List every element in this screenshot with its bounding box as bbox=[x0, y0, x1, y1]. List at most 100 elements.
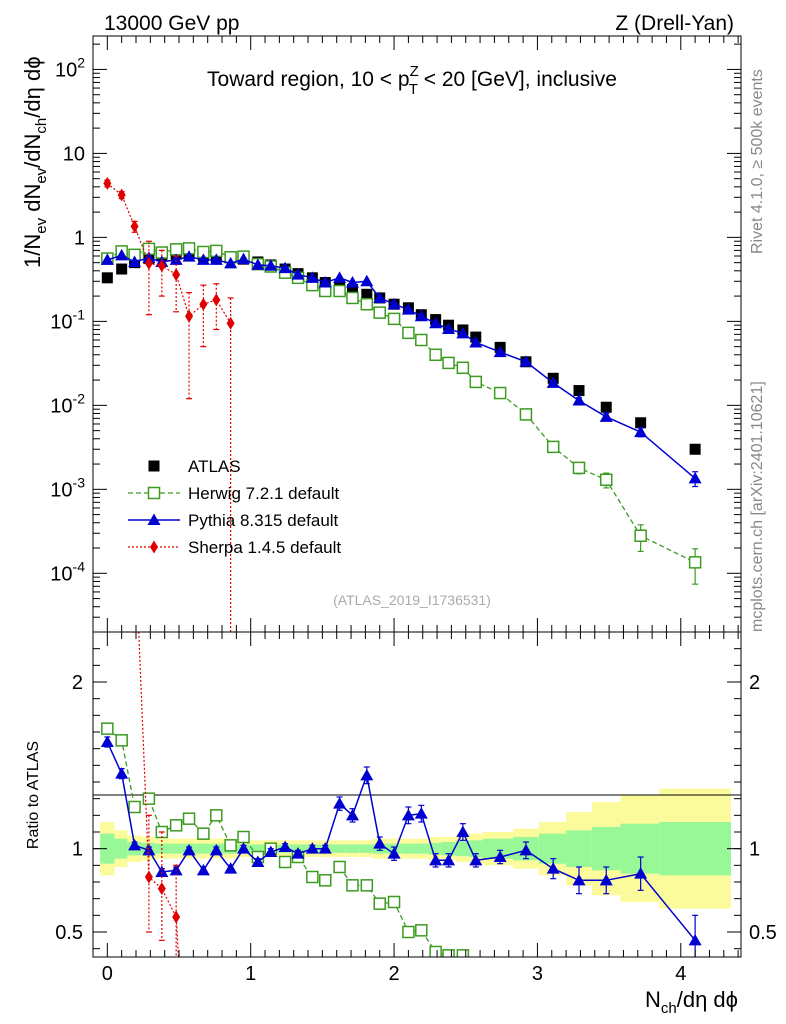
ratio-point-pythia bbox=[333, 797, 347, 809]
ratio-point-pythia bbox=[546, 862, 560, 874]
x-tick-label: 0 bbox=[102, 963, 113, 985]
main-point-sherpa bbox=[130, 219, 139, 233]
main-point-pythia bbox=[546, 376, 560, 388]
main-point-pythia bbox=[278, 261, 292, 274]
ratio-point-pythia bbox=[688, 933, 702, 946]
ratio-point-herwig bbox=[442, 949, 455, 957]
main-point-pythia bbox=[599, 410, 613, 422]
main-point-sherpa bbox=[117, 188, 126, 202]
ratio-point-pythia bbox=[429, 853, 443, 866]
ratio-point-pythia bbox=[519, 843, 533, 856]
main-point-herwig bbox=[169, 243, 183, 256]
ratio-band-green bbox=[359, 844, 373, 853]
main-point-pythia bbox=[572, 394, 586, 406]
title-post: < 20 [GeV], inclusive bbox=[418, 68, 617, 91]
main-point-herwig bbox=[519, 408, 533, 421]
main-point-herwig bbox=[333, 284, 346, 298]
main-point-atlas bbox=[689, 443, 701, 455]
ratio-line-sherpa bbox=[138, 632, 180, 957]
main-point-sherpa bbox=[226, 316, 235, 330]
ratio-point-pythia bbox=[456, 825, 470, 837]
ratio-point-pythia bbox=[572, 873, 586, 886]
main-point-pythia bbox=[373, 291, 387, 303]
main-y-axis-label: 1/Nev dNev/dNch/dη dϕ bbox=[20, 56, 50, 268]
ratio-point-herwig bbox=[429, 945, 442, 957]
ratio-point-pythia bbox=[196, 863, 210, 876]
main-axis-ticks: 102 10 1 10-1 10-2 10-3 10-4 bbox=[50, 36, 741, 633]
ratio-point-pythia bbox=[224, 862, 238, 874]
ratio-y-axis-label: Ratio to ATLAS bbox=[25, 741, 42, 849]
ratio-band-green bbox=[591, 827, 621, 871]
ratio-point-herwig bbox=[456, 949, 470, 957]
ratio-band-green bbox=[114, 838, 128, 859]
x-tick-label: 1 bbox=[245, 963, 256, 985]
ratio-point-herwig bbox=[128, 800, 141, 814]
legend-label-pythia: Pythia 8.315 default bbox=[188, 511, 339, 530]
ratio-point-herwig bbox=[306, 870, 319, 884]
ratio-point-pythia bbox=[209, 843, 223, 856]
main-point-sherpa bbox=[172, 268, 181, 282]
ratio-point-pythia bbox=[251, 855, 265, 867]
ratio-band-green bbox=[455, 841, 469, 857]
x-axis-label: Nch/dη dϕ bbox=[645, 987, 738, 1017]
ratio-point-pythia bbox=[387, 847, 401, 859]
main-point-pythia bbox=[333, 271, 347, 283]
main-point-herwig bbox=[634, 529, 647, 542]
ratio-band-green bbox=[168, 843, 182, 854]
main-point-pythia bbox=[442, 322, 456, 335]
main-series-sherpa bbox=[103, 176, 235, 632]
ratio-point-sherpa bbox=[131, 526, 139, 539]
main-point-herwig bbox=[360, 297, 374, 311]
main-point-herwig bbox=[442, 356, 455, 370]
x-tick-label: 2 bbox=[388, 963, 399, 985]
main-point-pythia bbox=[115, 248, 129, 261]
legend-label-atlas: ATLAS bbox=[188, 457, 241, 476]
ratio-uncertainty-bands bbox=[100, 788, 731, 909]
ratio-point-herwig bbox=[182, 812, 196, 825]
ratio-band-green bbox=[401, 843, 415, 854]
ratio-y-tick-label-right: 1 bbox=[749, 839, 760, 861]
main-point-herwig bbox=[429, 348, 442, 362]
main-y-tick-label: 10-2 bbox=[50, 390, 85, 417]
main-point-herwig bbox=[415, 333, 428, 347]
main-point-pythia bbox=[634, 425, 648, 438]
main-point-pythia bbox=[493, 345, 507, 358]
main-point-herwig bbox=[599, 473, 613, 487]
ratio-point-herwig bbox=[224, 839, 237, 852]
main-point-pythia bbox=[456, 326, 470, 339]
ratio-point-pythia bbox=[115, 767, 129, 779]
main-point-pythia bbox=[345, 276, 359, 288]
main-y-tick-label: 10-4 bbox=[50, 558, 85, 585]
ratio-point-pythia bbox=[414, 807, 428, 819]
legend-label-sherpa: Sherpa 1.4.5 default bbox=[188, 538, 341, 557]
main-point-sherpa bbox=[185, 309, 194, 323]
ratio-point-pythia bbox=[634, 867, 648, 879]
ratio-point-herwig bbox=[346, 879, 359, 892]
ratio-point-pythia bbox=[128, 838, 142, 851]
ratio-point-pythia bbox=[278, 840, 292, 852]
ratio-point-herwig bbox=[278, 855, 292, 869]
main-point-pythia bbox=[251, 258, 265, 270]
main-y-tick-label: 102 bbox=[55, 54, 85, 81]
ratio-band-green bbox=[196, 843, 210, 854]
main-point-sherpa bbox=[212, 293, 221, 307]
ratio-point-pythia bbox=[318, 842, 332, 854]
ratio-series-sherpa bbox=[131, 526, 181, 957]
main-point-pythia bbox=[209, 253, 223, 265]
ratio-point-pythia bbox=[182, 843, 196, 856]
ratio-point-herwig bbox=[373, 897, 386, 910]
ratio-point-pythia bbox=[305, 842, 319, 854]
ratio-point-herwig bbox=[197, 827, 210, 840]
main-point-pythia bbox=[360, 274, 374, 287]
ratio-point-sherpa bbox=[144, 870, 153, 884]
ratio-point-pythia bbox=[360, 768, 374, 781]
header-left: 13000 GeV pp bbox=[104, 12, 239, 35]
ratio-point-pythia bbox=[142, 843, 156, 856]
main-point-herwig bbox=[493, 386, 507, 400]
ratio-band-green bbox=[250, 844, 264, 853]
ratio-point-herwig bbox=[360, 879, 374, 892]
ratio-series-pythia bbox=[100, 735, 702, 957]
x-tick-label: 4 bbox=[675, 963, 686, 985]
main-line-sherpa bbox=[106, 182, 232, 324]
